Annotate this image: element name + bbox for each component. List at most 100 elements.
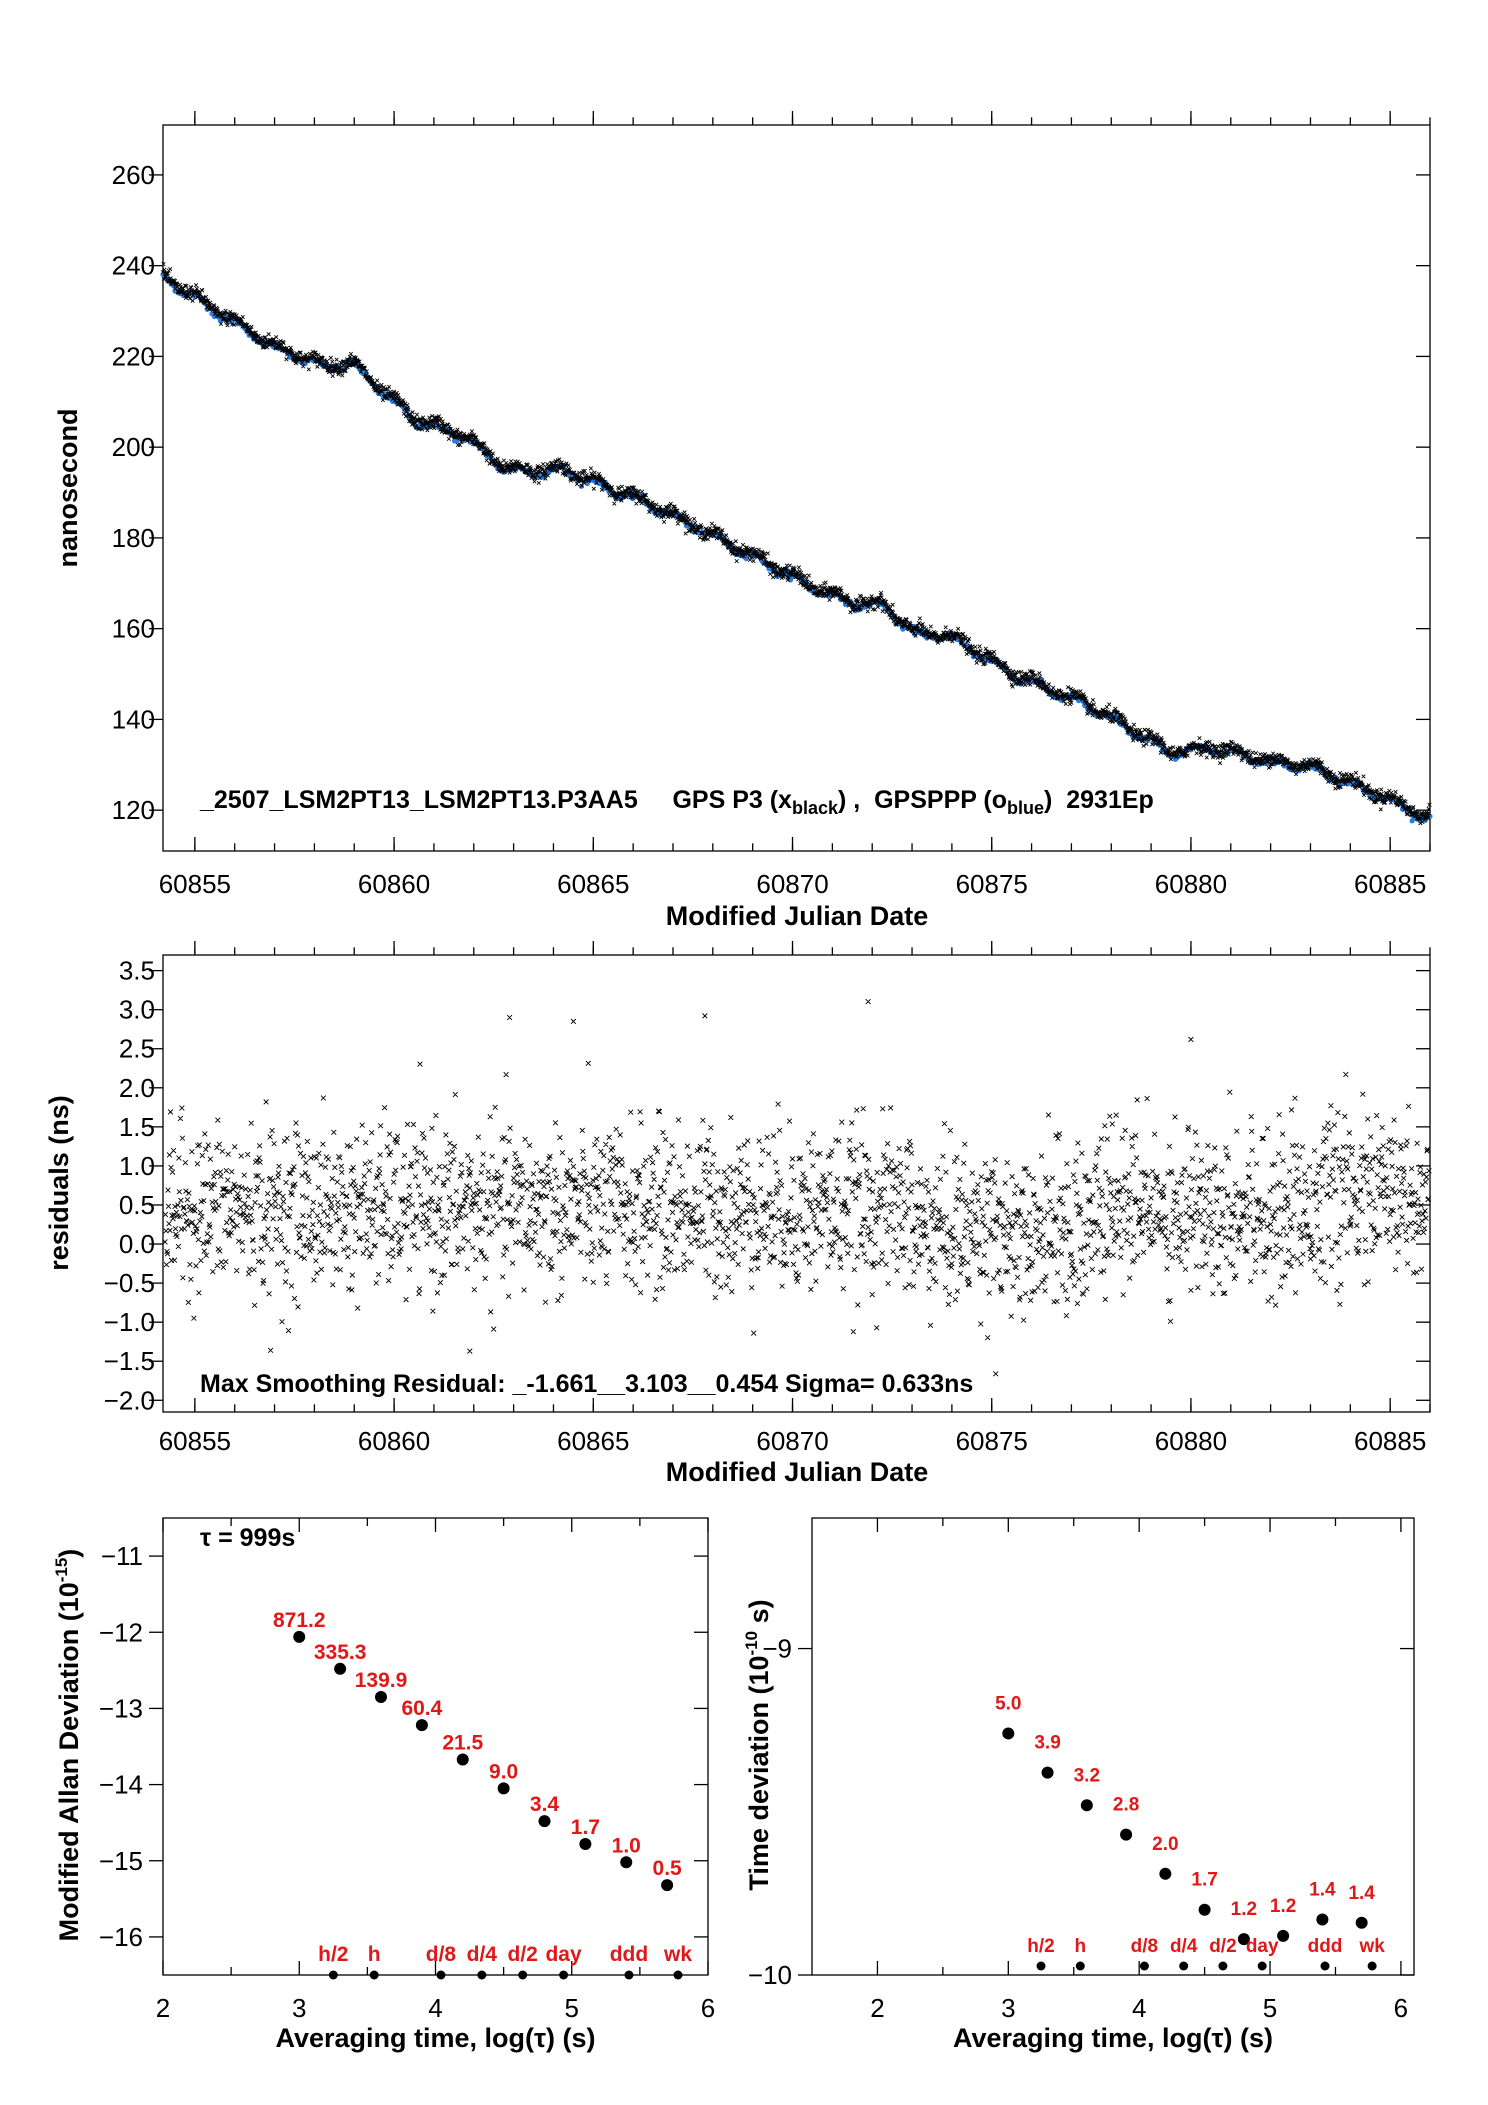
panel-2-ytick-label: 1.5 (119, 1112, 155, 1142)
stability-value-label: 1.4 (1348, 1883, 1375, 1904)
time-marker-label: d/8 (1131, 1936, 1158, 1957)
time-marker (1075, 1961, 1085, 1971)
panel-1-xtick-label: 60855 (159, 1426, 231, 1456)
panel-3-ylabel: Modified Allan Deviation (10-15) (52, 1549, 84, 1942)
stability-value-label: 3.4 (530, 1793, 560, 1816)
ylabel-part: -10 (742, 1631, 761, 1656)
xtick-label: 5 (1263, 1993, 1277, 2023)
xtick-label: 6 (701, 1993, 715, 2023)
time-marker (1139, 1961, 1149, 1971)
ytick-label: −12 (99, 1617, 143, 1647)
panel-2-ytick-label: 3.5 (119, 956, 155, 986)
stability-point (620, 1856, 633, 1869)
panel-0-xtick-label: 60880 (1155, 869, 1227, 899)
panel-1-ytick-label: 220 (112, 341, 155, 371)
panel-1-xlabel: Modified Julian Date (666, 901, 929, 931)
panel-1-annotation: _2507_LSM2PT13_LSM2PT13.P3AA5 GPS P3 (xb… (199, 786, 1154, 818)
time-marker (436, 1970, 446, 1980)
stability-point (1355, 1916, 1368, 1929)
ytick-label: −15 (99, 1846, 143, 1876)
residual-points (162, 998, 1432, 1377)
panel-1-xtick-label: 60885 (1354, 1426, 1426, 1456)
stability-value-label: 21.5 (442, 1731, 483, 1754)
time-marker (518, 1970, 528, 1980)
panel-2-ytick-label: 0.5 (119, 1190, 155, 1220)
stability-point (1080, 1799, 1093, 1812)
ytick-label: −10 (748, 1960, 792, 1990)
panel-1-ylabel: nanosecond (53, 408, 83, 567)
panel-2-ytick-label: −0.5 (104, 1268, 155, 1298)
time-marker-label: d/2 (508, 1943, 538, 1966)
panel-3-frame (162, 1517, 709, 1976)
time-marker-label: h/2 (1027, 1936, 1054, 1957)
stability-point (1041, 1766, 1054, 1779)
panel-0-xtick-label: 60855 (159, 869, 231, 899)
stability-value-label: 9.0 (489, 1760, 518, 1783)
xtick-label: 3 (292, 1993, 306, 2023)
stability-value-label: 1.4 (1309, 1880, 1336, 1901)
panel-1-xtick-label: 60880 (1155, 1426, 1227, 1456)
time-marker (1367, 1961, 1377, 1971)
panel-1-ytick-label: 240 (112, 251, 155, 281)
time-marker (328, 1970, 338, 1980)
stability-point (497, 1782, 510, 1795)
panel-0-xtick-label: 60860 (358, 869, 430, 899)
stability-point (1120, 1828, 1133, 1841)
panel-3-tau-note: τ = 999s (200, 1524, 295, 1552)
stability-value-label: 0.5 (653, 1857, 683, 1880)
panel-4-frame (811, 1517, 1415, 1976)
time-marker-label: wk (663, 1943, 692, 1966)
series-gps-p3 (160, 261, 1432, 826)
stability-point (415, 1719, 428, 1732)
time-marker-label: d/8 (426, 1943, 457, 1966)
stability-value-label: 5.0 (995, 1693, 1021, 1714)
stability-value-label: 139.9 (355, 1669, 408, 1692)
time-marker-label: d/4 (1170, 1936, 1198, 1957)
annotation-part: black (792, 798, 839, 818)
time-marker (369, 1970, 379, 1980)
stability-value-label: 3.9 (1034, 1733, 1060, 1754)
time-marker (624, 1970, 634, 1980)
time-marker-label: day (1246, 1936, 1279, 1957)
xtick-label: 3 (1001, 1993, 1015, 2023)
ytick-label: −11 (101, 1541, 143, 1571)
panel-2-ytick-label: 2.0 (119, 1073, 155, 1103)
ylabel-part: ) (54, 1549, 84, 1558)
stability-point (538, 1815, 551, 1828)
stability-value-label: 1.2 (1270, 1896, 1296, 1917)
stability-point (579, 1837, 592, 1850)
time-marker (477, 1970, 487, 1980)
panel-1-ytick-label: 120 (112, 795, 155, 825)
panel-1-ytick-label: 180 (112, 523, 155, 553)
ylabel-part: Modified Allan Deviation (10 (54, 1582, 84, 1941)
stability-value-label: 1.2 (1231, 1899, 1257, 1920)
panel-2-ytick-label: 0.0 (119, 1229, 155, 1259)
panel-1-frame (162, 124, 1431, 852)
stability-point (456, 1753, 469, 1766)
stability-value-label: 335.3 (314, 1641, 367, 1664)
time-marker (1257, 1961, 1267, 1971)
panel-4-xlabel: Averaging time, log(τ) (s) (953, 2023, 1273, 2053)
panel-2-annotation: Max Smoothing Residual: _-1.661__3.103__… (200, 1370, 973, 1398)
time-marker (1218, 1961, 1228, 1971)
panel-2-ytick-label: −1.0 (104, 1307, 155, 1337)
panel-1-ytick-label: 160 (112, 614, 155, 644)
stability-point (1002, 1727, 1015, 1740)
xtick-label: 6 (1394, 1993, 1408, 2023)
xtick-label: 2 (870, 1993, 884, 2023)
stability-point (1198, 1903, 1211, 1916)
stability-point (1277, 1929, 1290, 1942)
ytick-label: −13 (99, 1693, 143, 1723)
xtick-label: 4 (428, 1993, 442, 2023)
stability-point (1159, 1867, 1172, 1880)
time-marker-label: ddd (1308, 1936, 1343, 1957)
time-marker-label: h (368, 1943, 381, 1966)
annotation-part: ) , GPSPPP (o (838, 786, 1007, 814)
stability-value-label: 2.0 (1152, 1834, 1178, 1855)
panel-1-xtick-label: 60870 (756, 1426, 828, 1456)
panel-1-ytick-label: 140 (112, 704, 155, 734)
panel-0-xtick-label: 60865 (557, 869, 629, 899)
time-marker (1036, 1961, 1046, 1971)
xtick-label: 4 (1132, 1993, 1146, 2023)
